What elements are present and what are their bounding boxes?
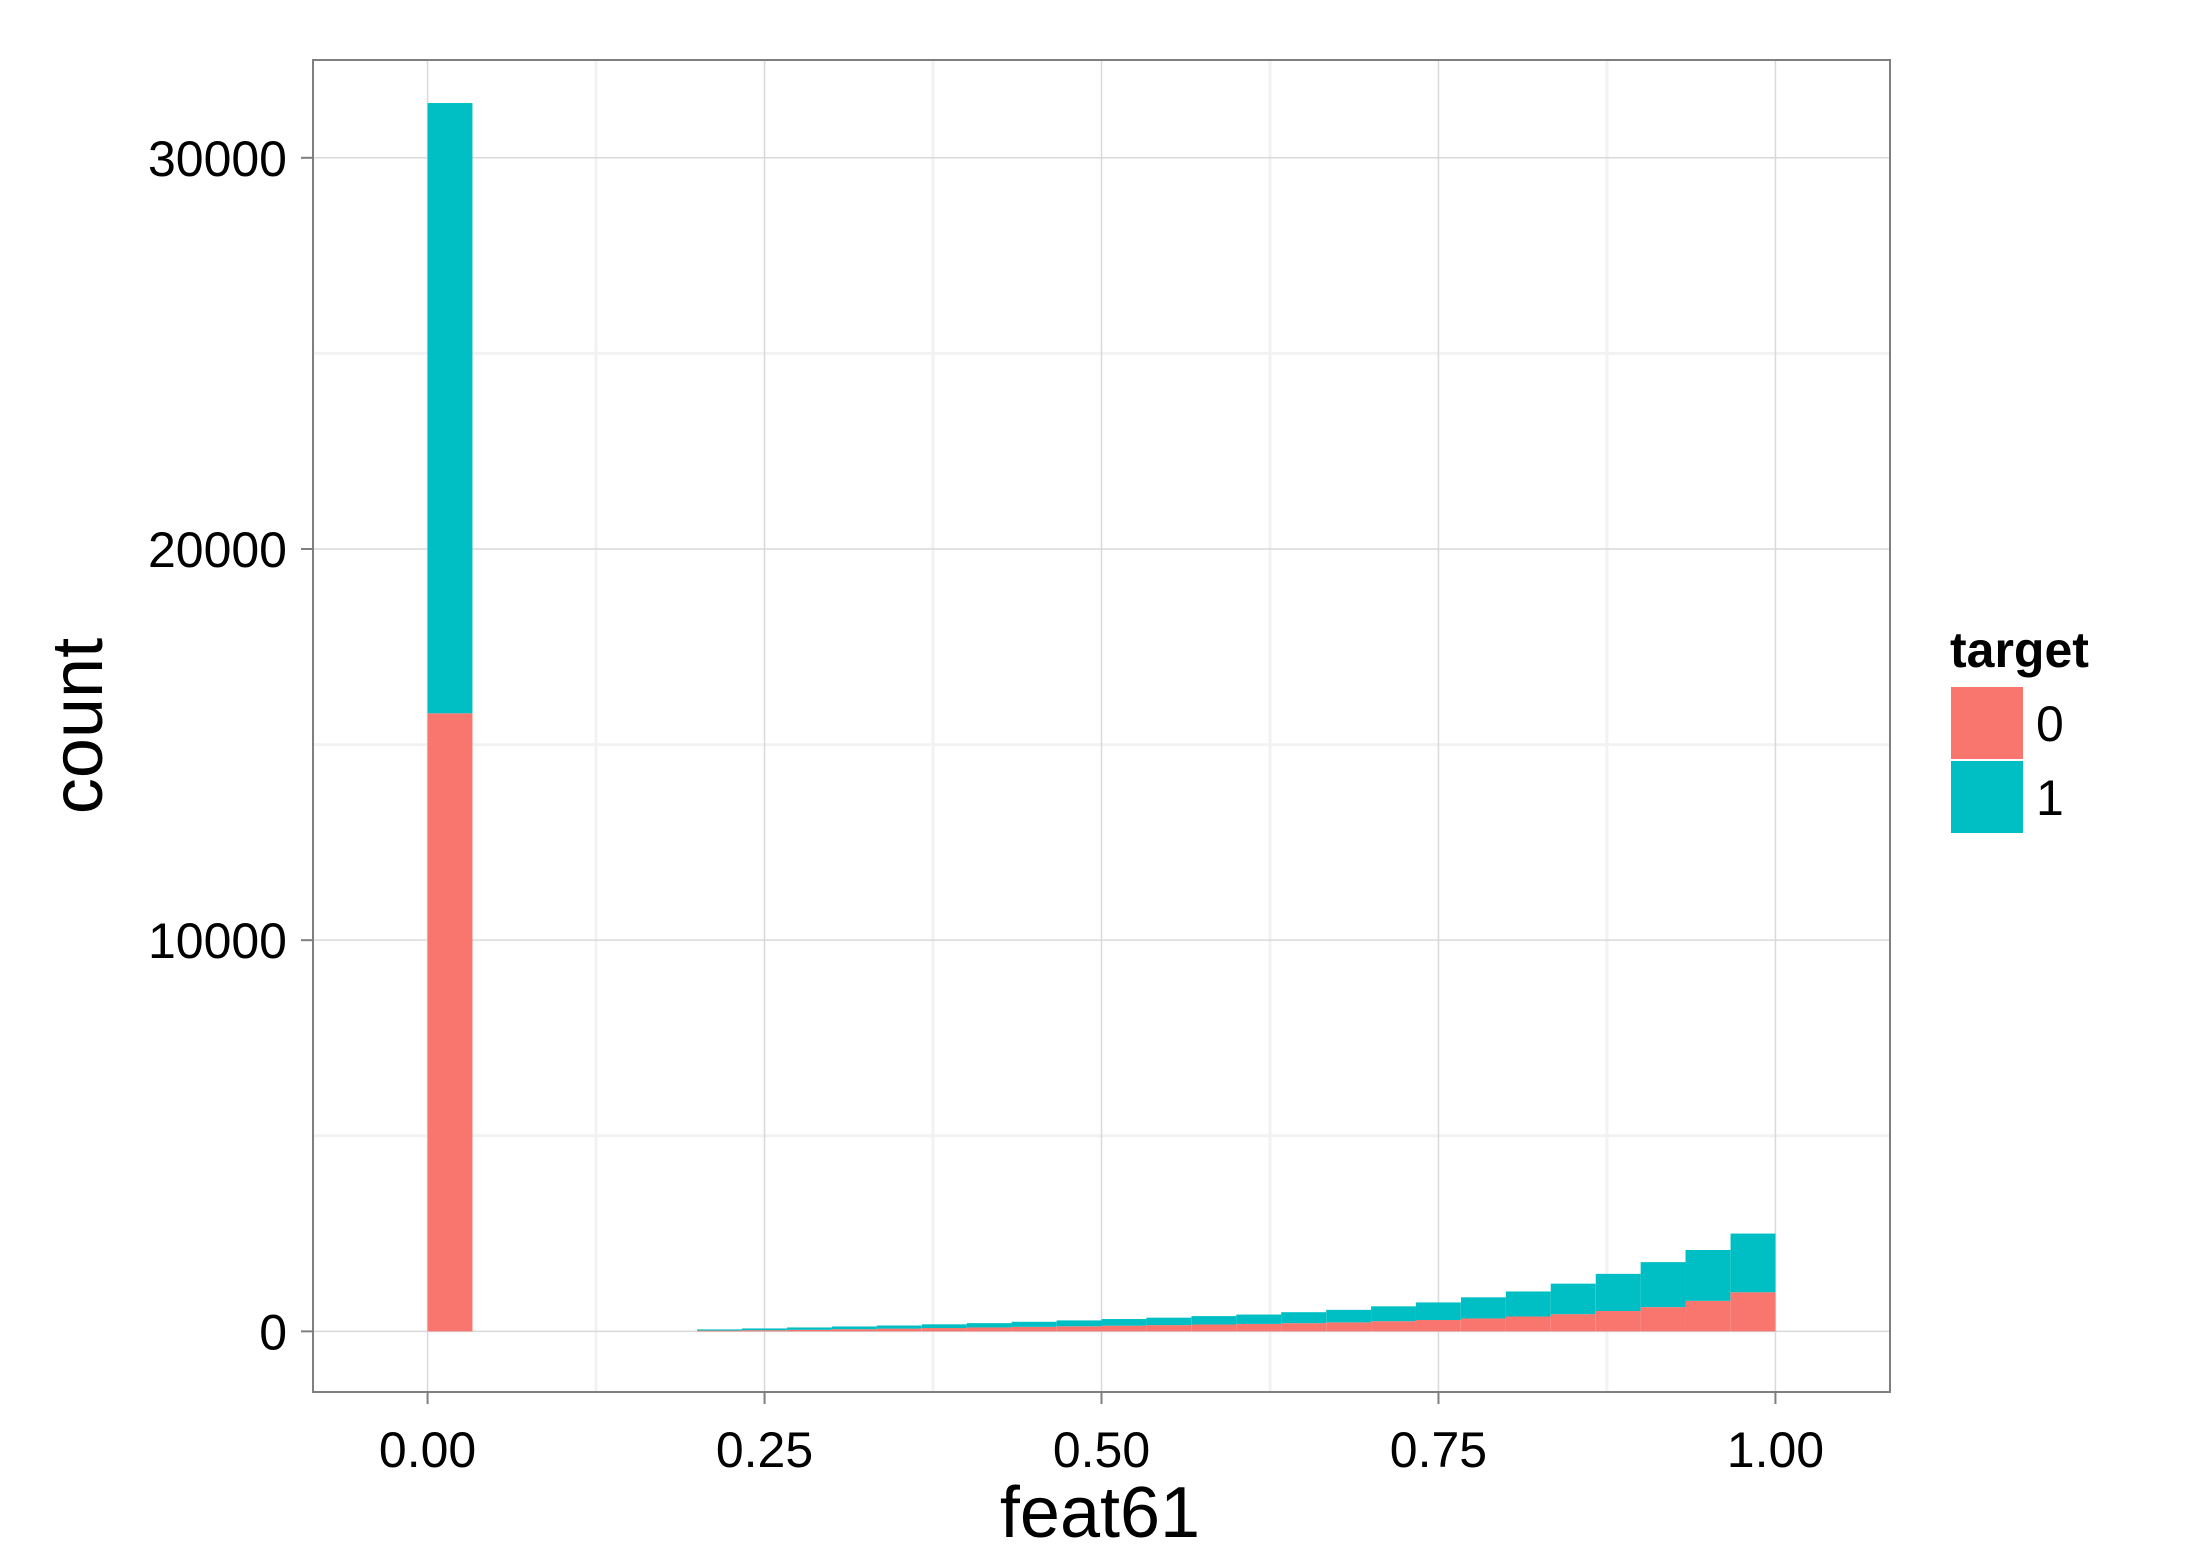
bar-target-1-bin-22: [1640, 1262, 1686, 1308]
bar-target-1-bin-20: [1550, 1283, 1596, 1315]
y-axis-ticks: 0 10000 20000 30000: [148, 131, 313, 1360]
bar-target-0-bin-8: [1011, 1326, 1057, 1332]
bar-target-0-bin-6: [921, 1328, 967, 1332]
bar-target-0-bin-14: [1281, 1323, 1327, 1332]
bar-target-0-bin-21: [1595, 1311, 1641, 1332]
bar-target-1-bin-0: [427, 103, 473, 714]
bar-target-1-bin-17: [1415, 1302, 1461, 1321]
y-tick-label: 10000: [148, 913, 287, 969]
bar-target-0-bin-9: [1056, 1326, 1102, 1332]
x-tick-label: 0.50: [1053, 1422, 1150, 1478]
bar-target-0-bin-15: [1326, 1322, 1372, 1332]
bar-target-0-bin-5: [876, 1328, 922, 1332]
bar-target-0-bin-17: [1415, 1320, 1461, 1332]
bar-target-0-bin-7: [966, 1327, 1012, 1332]
bar-target-1-bin-10: [1101, 1319, 1147, 1326]
bar-target-1-bin-15: [1326, 1309, 1372, 1323]
x-tick-label: 0.00: [379, 1422, 476, 1478]
bar-target-0-bin-0: [427, 713, 473, 1332]
bar-target-0-bin-10: [1101, 1325, 1147, 1332]
bar-target-0-bin-16: [1371, 1321, 1416, 1332]
bar-target-0-bin-18: [1460, 1318, 1506, 1332]
bar-target-1-bin-7: [966, 1323, 1012, 1328]
histogram-bars: [427, 103, 1776, 1332]
bar-target-0-bin-13: [1236, 1323, 1282, 1332]
x-tick-label: 0.75: [1390, 1422, 1487, 1478]
bar-target-1-bin-2: [742, 1328, 787, 1331]
major-gridlines: [313, 60, 1890, 1392]
bar-target-0-bin-3: [787, 1329, 832, 1332]
bar-target-0-bin-24: [1730, 1292, 1776, 1332]
legend-label-0: 0: [2036, 696, 2064, 752]
bar-target-1-bin-13: [1236, 1314, 1282, 1324]
y-axis-title: count: [38, 638, 118, 814]
bar-target-1-bin-1: [697, 1329, 743, 1331]
bar-target-1-bin-14: [1281, 1312, 1327, 1324]
bar-target-1-bin-4: [831, 1326, 877, 1330]
bar-target-1-bin-21: [1595, 1273, 1641, 1312]
bar-target-0-bin-11: [1146, 1325, 1192, 1332]
bar-target-0-bin-2: [742, 1330, 787, 1332]
legend-title: target: [1950, 622, 2089, 678]
x-axis-ticks: 0.00 0.25 0.50 0.75 1.00: [379, 1392, 1824, 1478]
x-tick-label: 0.25: [716, 1422, 813, 1478]
bar-target-0-bin-20: [1550, 1314, 1596, 1332]
bar-target-1-bin-3: [787, 1327, 832, 1330]
bar-target-0-bin-1: [697, 1330, 743, 1332]
legend-key-1: [1949, 759, 2025, 835]
bar-target-1-bin-19: [1505, 1291, 1551, 1317]
bar-target-0-bin-4: [831, 1329, 877, 1332]
bar-target-0-bin-22: [1640, 1307, 1686, 1332]
bar-target-1-bin-11: [1146, 1317, 1192, 1326]
legend-label-1: 1: [2036, 770, 2064, 826]
x-tick-label: 1.00: [1727, 1422, 1824, 1478]
y-tick-label: 0: [259, 1304, 287, 1360]
bar-target-1-bin-24: [1730, 1233, 1776, 1293]
y-tick-label: 30000: [148, 131, 287, 187]
bar-target-1-bin-23: [1685, 1249, 1731, 1301]
bar-target-1-bin-12: [1191, 1316, 1237, 1325]
x-axis-title: feat61: [1000, 1473, 1200, 1553]
bar-target-0-bin-19: [1505, 1316, 1551, 1332]
legend: target 0 1: [1949, 622, 2089, 835]
bar-target-1-bin-9: [1056, 1320, 1102, 1327]
bar-target-0-bin-23: [1685, 1300, 1731, 1332]
bar-target-1-bin-16: [1371, 1306, 1416, 1322]
bar-target-1-bin-18: [1460, 1297, 1506, 1319]
legend-key-0: [1949, 685, 2025, 761]
bar-target-1-bin-6: [921, 1324, 967, 1329]
bar-target-1-bin-5: [876, 1325, 922, 1329]
y-tick-label: 20000: [148, 522, 287, 578]
bar-target-1-bin-8: [1011, 1321, 1057, 1327]
bar-target-0-bin-12: [1191, 1324, 1237, 1332]
